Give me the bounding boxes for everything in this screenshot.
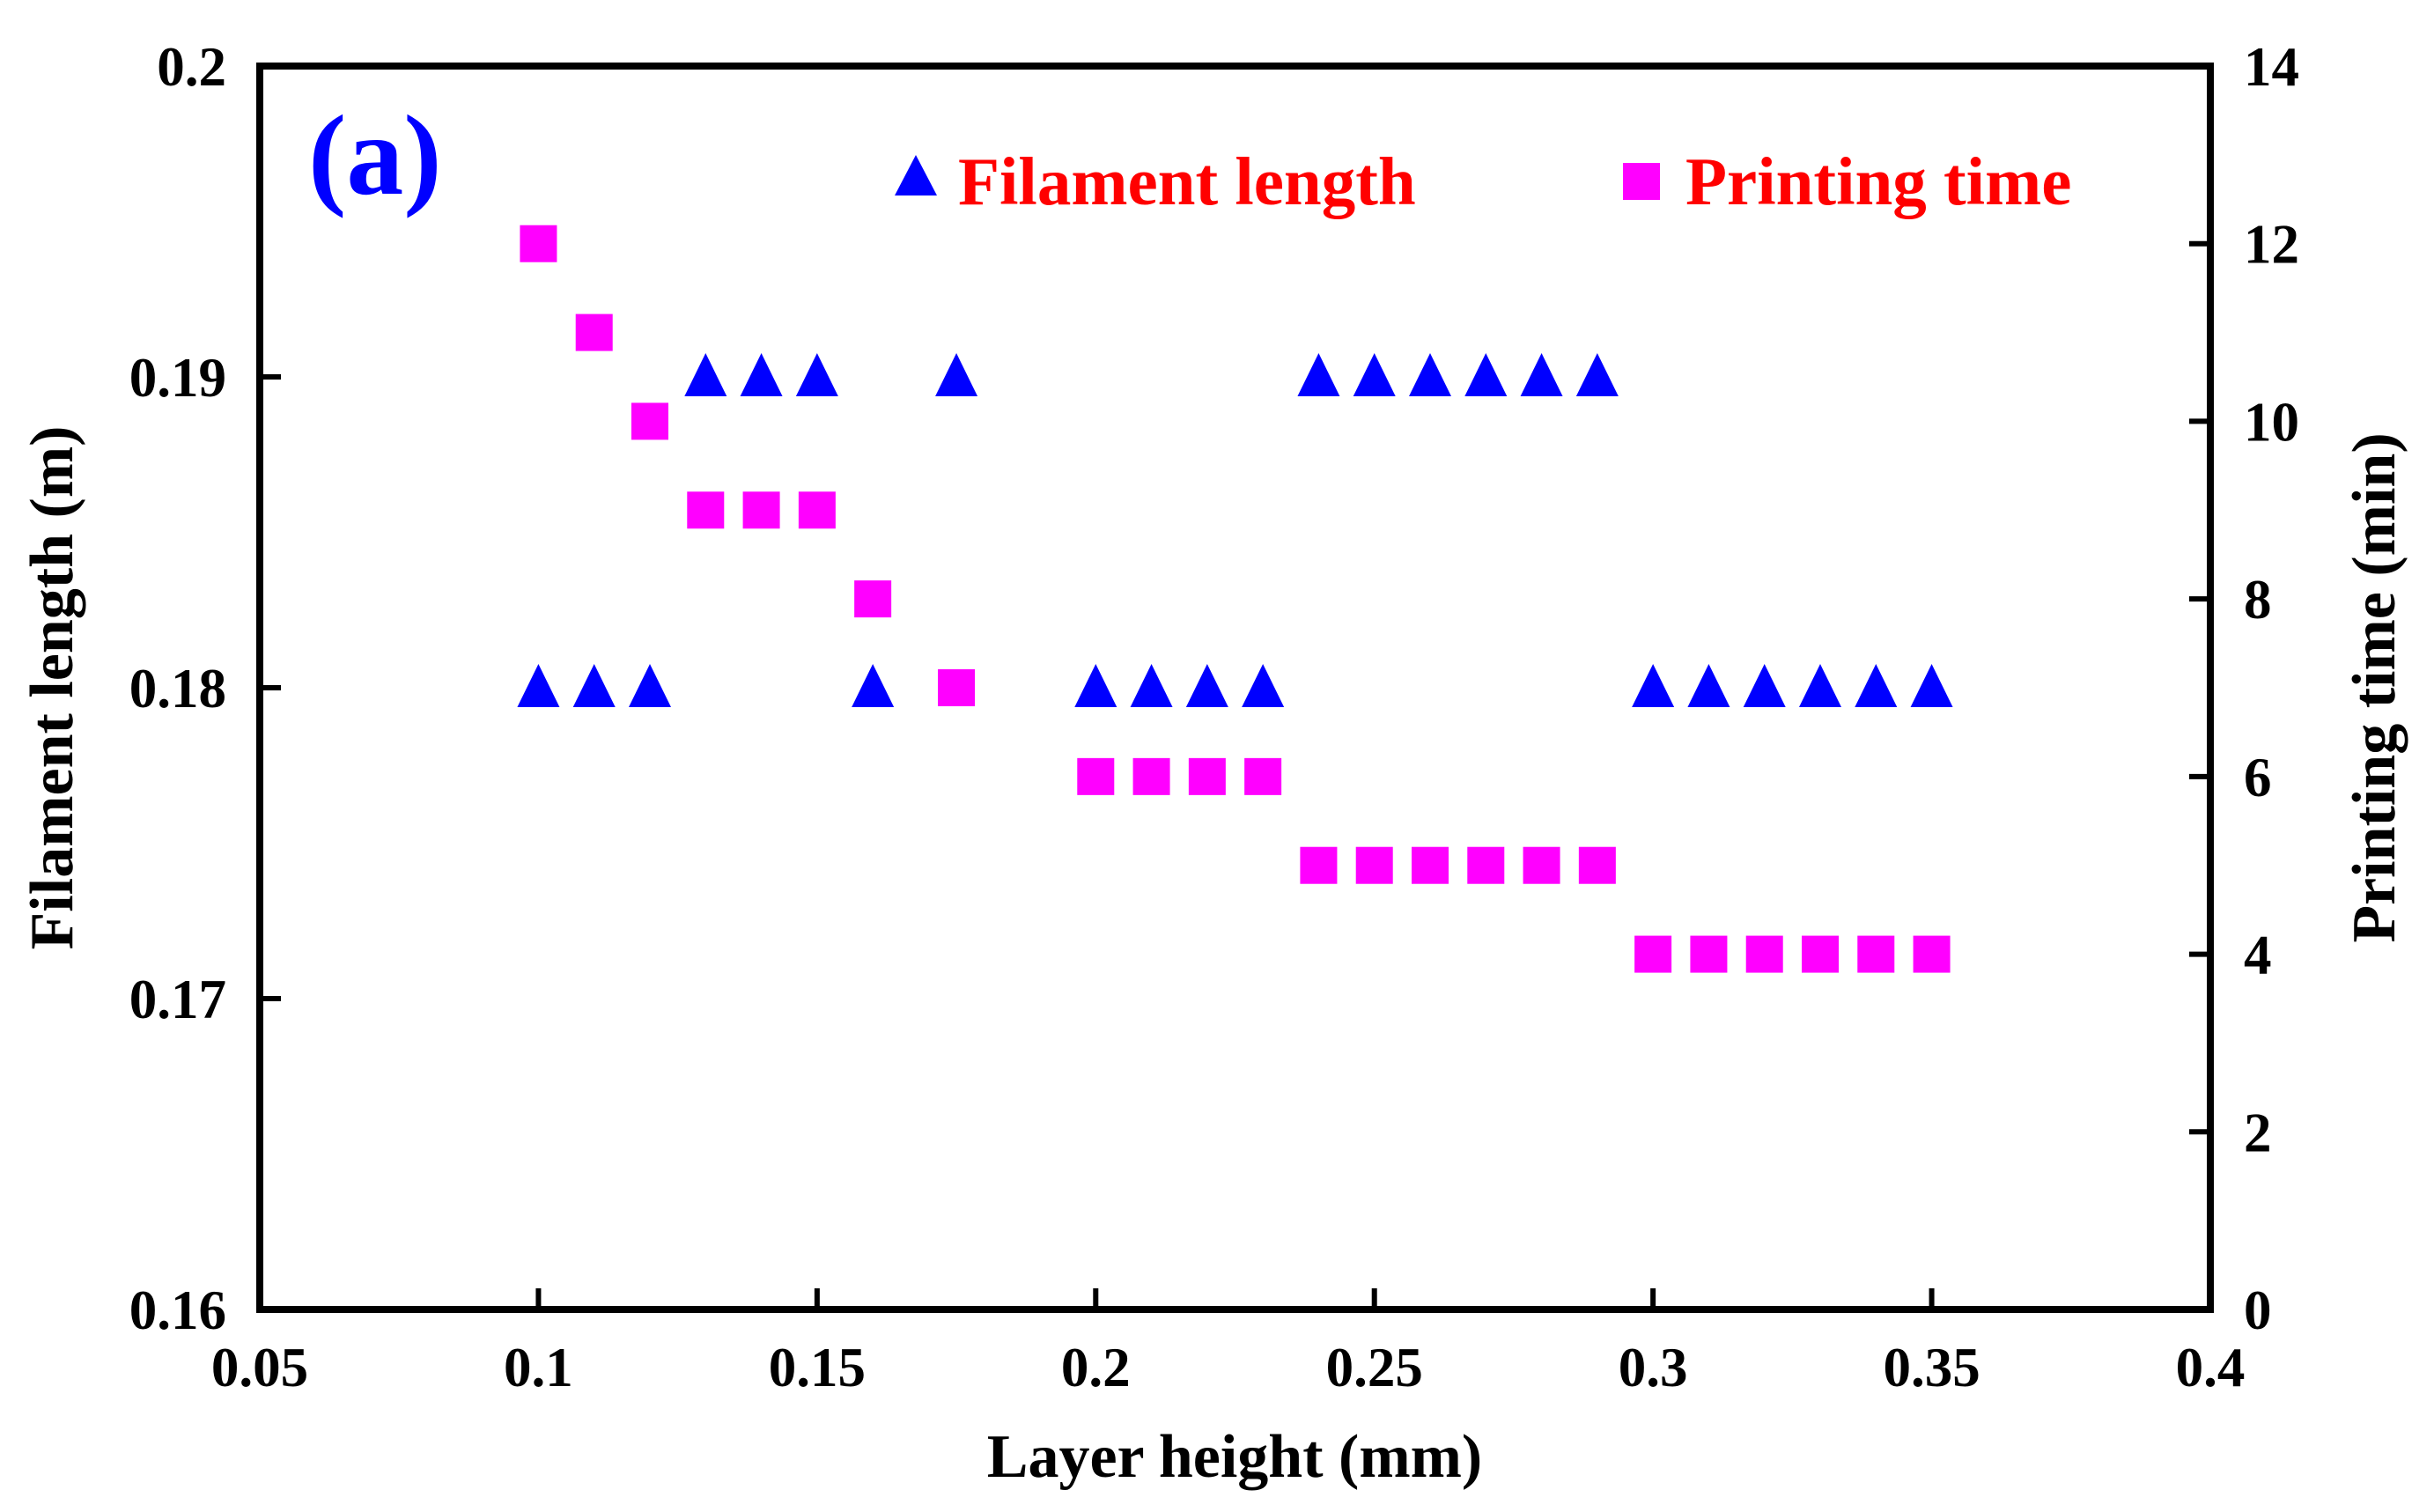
legend-marker-printing-time <box>1623 163 1660 200</box>
filament-length-point <box>1743 664 1786 707</box>
filament-length-point <box>1687 664 1730 707</box>
filament-length-point <box>1910 664 1953 707</box>
filament-length-point <box>1575 353 1619 396</box>
printing-time-point <box>1745 935 1783 973</box>
filament-length-point <box>1242 664 1285 707</box>
printing-time-point <box>1523 846 1560 884</box>
filament-length-point <box>795 353 838 396</box>
x-axis-title: Layer height (mm) <box>987 1423 1483 1491</box>
y2-tick-label: 6 <box>2244 747 2272 808</box>
y2-tick-label: 14 <box>2244 36 2299 98</box>
printing-time-point <box>687 491 725 529</box>
legend-label-filament-length: Filament length <box>958 144 1416 219</box>
y-tick-label: 0.19 <box>129 347 226 409</box>
filament-length-point <box>1074 664 1117 707</box>
printing-time-point <box>938 669 976 706</box>
printing-time-point <box>1412 846 1449 884</box>
y2-tick-label: 12 <box>2244 214 2299 276</box>
printing-time-point <box>631 402 668 440</box>
printing-time-point <box>1244 757 1282 795</box>
y-axis-title: Filament length (m) <box>18 426 86 950</box>
filament-length-point <box>1130 664 1173 707</box>
filament-length-point <box>1855 664 1898 707</box>
x-tick-label: 0.1 <box>504 1337 573 1398</box>
legend: Filament length Printing time <box>895 144 2071 219</box>
x-tick-label: 0.05 <box>211 1337 308 1398</box>
x-tick-label: 0.25 <box>1326 1337 1423 1398</box>
y2-axis-title: Printing time (min) <box>2341 432 2408 942</box>
printing-time-point <box>1077 757 1115 795</box>
x-tick-label: 0.35 <box>1883 1337 1980 1398</box>
y-tick-label: 0.17 <box>129 969 226 1030</box>
y-tick-label: 0.18 <box>129 658 226 719</box>
printing-time-point <box>1913 935 1951 973</box>
filament-length-point <box>740 353 783 396</box>
x-tick-label: 0.3 <box>1619 1337 1688 1398</box>
printing-time-point <box>575 313 613 351</box>
y2-tick-label: 2 <box>2244 1102 2272 1163</box>
printing-time-point <box>1355 846 1393 884</box>
y2-tick-label: 4 <box>2244 925 2272 986</box>
printing-time-point <box>742 491 780 529</box>
filament-length-point <box>572 664 616 707</box>
y-tick-label: 0.16 <box>129 1280 226 1341</box>
filament-length-point <box>517 664 560 707</box>
printing-time-point <box>1857 935 1895 973</box>
filament-length-point <box>1353 353 1396 396</box>
printing-time-point <box>798 491 836 529</box>
filament-length-point <box>1185 664 1228 707</box>
filament-length-point <box>629 664 671 707</box>
printing-time-point <box>1690 935 1728 973</box>
x-tick-label: 0.15 <box>769 1337 866 1398</box>
printing-time-point <box>1802 935 1839 973</box>
marks-layer <box>517 225 1953 973</box>
panel-label: (a) <box>308 92 442 219</box>
filament-length-point <box>1632 664 1675 707</box>
printing-time-point <box>1188 757 1226 795</box>
printing-time-point <box>1132 757 1170 795</box>
x-tick-label: 0.4 <box>2176 1337 2246 1398</box>
filament-length-point <box>684 353 727 396</box>
printing-time-point <box>1578 846 1616 884</box>
y2-tick-label: 8 <box>2244 569 2272 631</box>
filament-length-point <box>1464 353 1508 396</box>
x-tick-label: 0.2 <box>1061 1337 1131 1398</box>
legend-marker-filament-length <box>895 155 937 195</box>
printing-time-point <box>1634 935 1672 973</box>
filament-length-point <box>1409 353 1451 396</box>
y2-tick-label: 0 <box>2244 1280 2272 1341</box>
filament-length-point <box>1799 664 1841 707</box>
printing-time-point <box>854 580 892 618</box>
ticks-layer: 0.05 0.1 0.15 0.2 0.25 0.3 0.35 0.4 0.16 0.17 0.18… <box>129 36 2299 1398</box>
filament-length-point <box>852 664 895 707</box>
filament-length-point <box>1297 353 1340 396</box>
printing-time-point <box>520 225 557 262</box>
legend-label-printing-time: Printing time <box>1685 144 2071 219</box>
filament-length-point <box>935 353 978 396</box>
printing-time-point <box>1467 846 1505 884</box>
filament-length-point <box>1520 353 1563 396</box>
y-tick-label: 0.2 <box>157 36 226 98</box>
y2-tick-label: 10 <box>2244 391 2299 453</box>
printing-time-point <box>1300 846 1338 884</box>
